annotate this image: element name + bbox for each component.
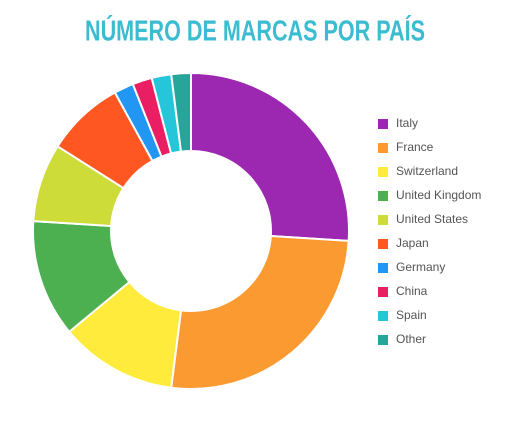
- legend-label: Italy: [396, 116, 418, 130]
- legend-label: Spain: [396, 308, 427, 322]
- legend-swatch: [378, 167, 388, 177]
- slice: [170, 71, 192, 153]
- legend-label: Germany: [396, 260, 445, 274]
- slice: [170, 234, 350, 390]
- legend-swatch: [378, 287, 388, 297]
- legend-swatch: [378, 335, 388, 345]
- chart-title: NÚMERO DE MARCAS POR PAÍS: [85, 14, 425, 48]
- slice: [190, 71, 350, 242]
- legend-swatch: [378, 311, 388, 321]
- legend-label: Other: [396, 332, 426, 346]
- legend-swatch: [378, 191, 388, 201]
- legend-label: France: [396, 140, 434, 154]
- legend-label: China: [396, 284, 428, 298]
- legend-swatch: [378, 119, 388, 129]
- legend-swatch: [378, 263, 388, 273]
- legend-swatch: [378, 143, 388, 153]
- legend-label: United States: [396, 212, 468, 226]
- legend-swatch: [378, 215, 388, 225]
- legend-label: Japan: [396, 236, 429, 250]
- legend-swatch: [378, 239, 388, 249]
- legend-label: United Kingdom: [396, 188, 481, 202]
- legend-label: Switzerland: [396, 164, 458, 178]
